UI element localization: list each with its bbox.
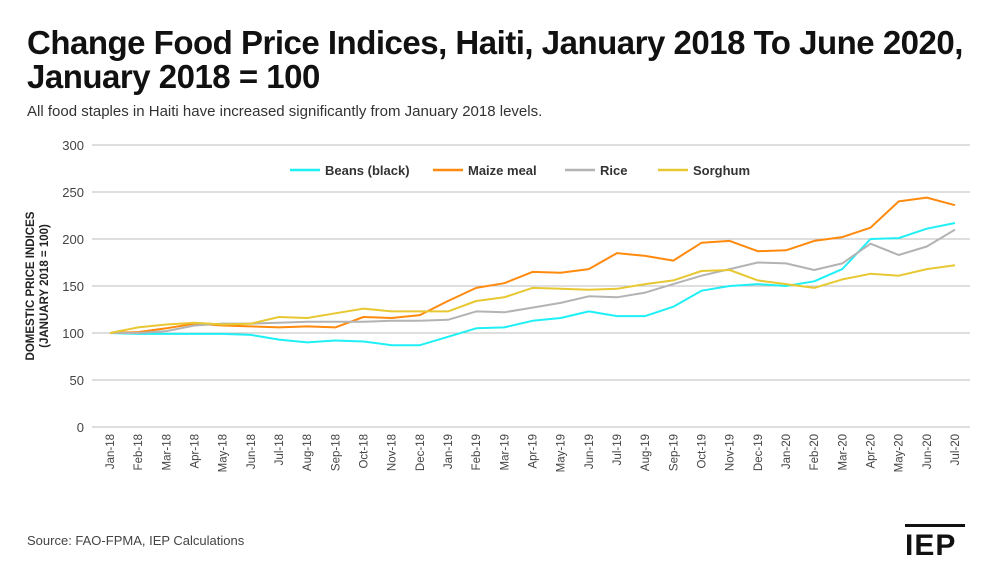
- x-tick-label: Jul-20: [950, 434, 962, 465]
- legend-label: Sorghum: [693, 163, 750, 178]
- x-tick-label: Jan-18: [105, 434, 117, 469]
- y-tick-label: 200: [62, 232, 84, 247]
- x-tick-label: Feb-20: [809, 434, 821, 470]
- x-tick-label: Aug-18: [302, 434, 314, 471]
- iep-logo: IEP: [905, 524, 965, 562]
- y-tick-label: 100: [62, 326, 84, 341]
- x-tick-label: Jun-18: [246, 434, 258, 469]
- x-tick-label: Jan-19: [443, 434, 455, 469]
- x-tick-label: May-19: [556, 434, 568, 472]
- x-tick-label: Oct-18: [359, 434, 371, 469]
- chart-title: Change Food Price Indices, Haiti, Januar…: [27, 24, 963, 95]
- y-tick-label: 150: [62, 279, 84, 294]
- series-line-rice: [110, 228, 956, 334]
- x-tick-label: Sep-19: [668, 434, 680, 471]
- source-note: Source: FAO-FPMA, IEP Calculations: [27, 533, 245, 548]
- legend-label: Beans (black): [325, 163, 410, 178]
- x-tick-label: Apr-18: [190, 434, 202, 469]
- x-tick-label: Mar-20: [837, 434, 849, 470]
- x-tick-label: Apr-20: [866, 434, 878, 469]
- x-tick-label: Oct-19: [697, 434, 709, 469]
- x-tick-label: Jul-19: [612, 434, 624, 465]
- x-tick-label: Feb-18: [133, 434, 145, 470]
- series-line-maize-meal: [109, 196, 956, 334]
- x-tick-label: Mar-19: [499, 434, 511, 470]
- y-axis-label: DOMESTIC PRICE INDICES: [25, 211, 37, 360]
- y-tick-label: 300: [62, 138, 84, 153]
- series-line-sorghum: [109, 264, 956, 334]
- legend-label: Rice: [600, 163, 627, 178]
- x-tick-label: Dec-18: [415, 434, 427, 471]
- x-tick-label: Nov-19: [725, 434, 737, 471]
- chart-subtitle: All food staples in Haiti have increased…: [27, 103, 543, 120]
- x-tick-label: Aug-19: [640, 434, 652, 471]
- x-tick-label: Feb-19: [471, 434, 483, 470]
- y-axis-label: (JANUARY 2018 = 100): [39, 224, 51, 348]
- x-tick-label: Jan-20: [781, 434, 793, 469]
- x-tick-label: Apr-19: [528, 434, 540, 469]
- x-tick-label: Dec-19: [753, 434, 765, 471]
- x-tick-label: Sep-18: [330, 434, 342, 471]
- y-tick-label: 250: [62, 185, 84, 200]
- x-tick-label: Jun-19: [584, 434, 596, 469]
- legend-label: Maize meal: [468, 163, 537, 178]
- y-tick-label: 0: [77, 420, 84, 435]
- x-tick-label: May-20: [894, 434, 906, 472]
- x-tick-label: Mar-18: [161, 434, 173, 470]
- x-tick-label: Jul-18: [274, 434, 286, 465]
- y-tick-label: 50: [70, 373, 84, 388]
- series-line-beans-black: [109, 222, 956, 347]
- x-tick-label: May-18: [218, 434, 230, 472]
- x-tick-label: Nov-18: [387, 434, 399, 471]
- x-tick-label: Jun-20: [922, 434, 934, 469]
